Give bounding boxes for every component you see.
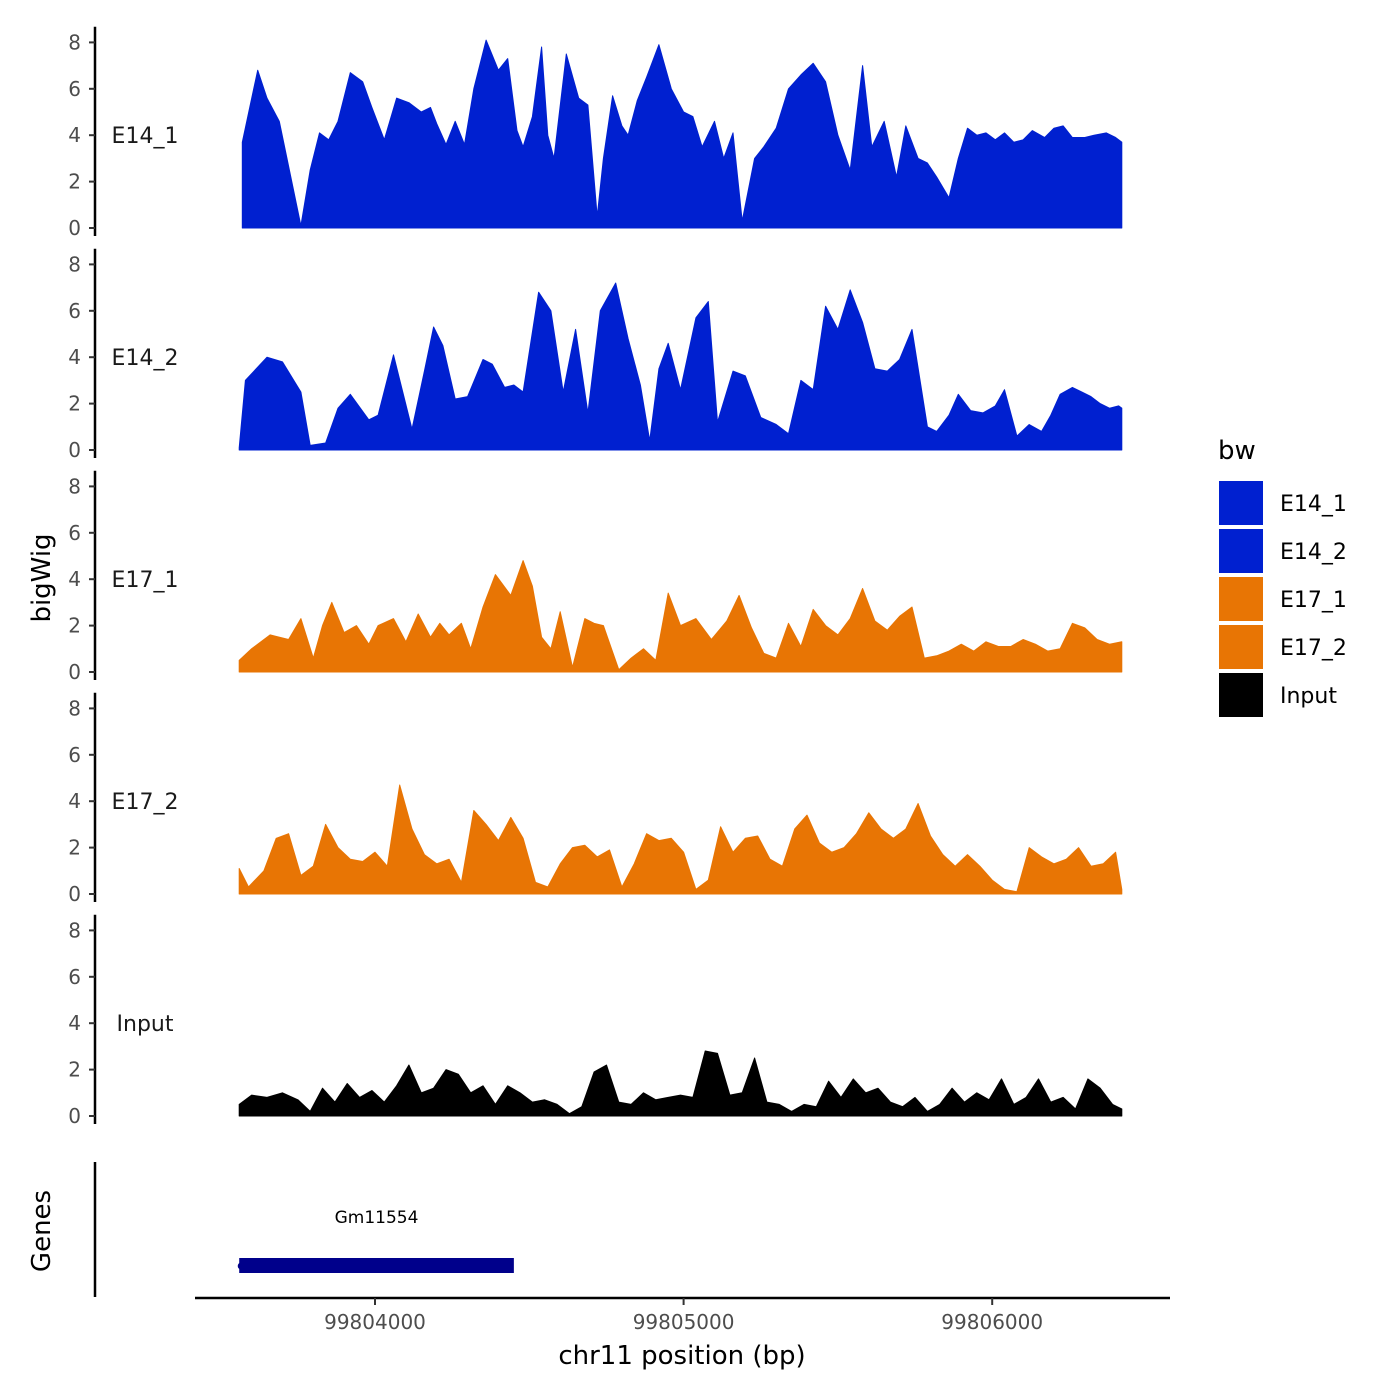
y-tick-label: 4 bbox=[68, 345, 81, 369]
area-e14-1 bbox=[241, 39, 1123, 229]
y-tick-label: 0 bbox=[68, 438, 81, 462]
y-tick-label: 6 bbox=[68, 521, 81, 545]
y-tick-label: 8 bbox=[68, 252, 81, 276]
genes-panel: Genes bbox=[27, 1162, 97, 1297]
y-tick-label: 8 bbox=[68, 696, 81, 720]
x-tick-label: 99806000 bbox=[941, 1310, 1043, 1334]
y-tick-label: 0 bbox=[68, 216, 81, 240]
track-e17-1: 0 2 4 6 8 E17_1 bbox=[68, 470, 1123, 684]
genes-layer: Gm11554 bbox=[237, 1208, 514, 1273]
area-e17-2 bbox=[238, 784, 1123, 895]
y-tick-label: 0 bbox=[68, 882, 81, 906]
track-label-e17-1: E17_1 bbox=[112, 568, 179, 593]
legend-label-e14-1: E14_1 bbox=[1280, 492, 1347, 517]
legend-label-e17-1: E17_1 bbox=[1280, 588, 1347, 613]
y-tick-label: 4 bbox=[68, 1011, 81, 1035]
tracks-layer: 0 2 4 6 8 E14_1 0 2 4 6 8 E14_2 0 2 4 6 8 E17_1 0 2 4 6 8 E17_2… bbox=[68, 26, 1123, 1128]
track-label-e17-2: E17_2 bbox=[112, 790, 179, 815]
x-axis-title: chr11 position (bp) bbox=[558, 1341, 805, 1371]
y-tick-label: 4 bbox=[68, 789, 81, 813]
y-tick-label: 8 bbox=[68, 474, 81, 498]
track-e14-2: 0 2 4 6 8 E14_2 bbox=[68, 248, 1123, 462]
y-tick-label: 2 bbox=[68, 836, 81, 860]
track-e14-1: 0 2 4 6 8 E14_1 bbox=[68, 26, 1123, 240]
area-input bbox=[238, 1050, 1123, 1117]
legend-swatch-e17-2 bbox=[1217, 623, 1265, 671]
genes-axis-title: Genes bbox=[27, 1190, 57, 1272]
legend-label-e17-2: E17_2 bbox=[1280, 636, 1347, 661]
y-tick-label: 2 bbox=[68, 614, 81, 638]
area-e17-1 bbox=[238, 560, 1123, 673]
y-tick-label: 8 bbox=[68, 30, 81, 54]
track-label-e14-1: E14_1 bbox=[112, 124, 179, 149]
gene-label-gm11554: Gm11554 bbox=[335, 1208, 419, 1228]
gene-strand-marker bbox=[237, 1262, 245, 1270]
y-tick-label: 6 bbox=[68, 299, 81, 323]
legend-title: bw bbox=[1218, 436, 1256, 466]
legend-swatch-e17-1 bbox=[1217, 575, 1265, 623]
legend-label-input: Input bbox=[1280, 684, 1337, 709]
track-e17-2: 0 2 4 6 8 E17_2 bbox=[68, 692, 1123, 906]
track-label-input: Input bbox=[117, 1012, 174, 1037]
y-tick-label: 2 bbox=[68, 170, 81, 194]
y-tick-label: 4 bbox=[68, 567, 81, 591]
y-tick-label: 2 bbox=[68, 1058, 81, 1082]
area-e14-2 bbox=[238, 282, 1123, 451]
x-tick-label: 99804000 bbox=[324, 1310, 426, 1334]
y-tick-label: 6 bbox=[68, 743, 81, 767]
y-tick-label: 4 bbox=[68, 123, 81, 147]
gene-body-gm11554 bbox=[239, 1258, 514, 1273]
y-tick-label: 0 bbox=[68, 660, 81, 684]
y-tick-label: 8 bbox=[68, 918, 81, 942]
y-tick-label: 2 bbox=[68, 392, 81, 416]
legend-swatch-input bbox=[1217, 671, 1265, 719]
track-input: 0 2 4 6 8 Input bbox=[68, 914, 1123, 1128]
y-axis-title: bigWig bbox=[27, 533, 57, 622]
y-tick-label: 6 bbox=[68, 965, 81, 989]
y-tick-label: 6 bbox=[68, 77, 81, 101]
legend: bw E14_1 E14_2 E17_1 E17_2 Input bbox=[1217, 436, 1347, 719]
track-label-e14-2: E14_2 bbox=[112, 346, 179, 371]
legend-swatch-e14-2 bbox=[1217, 527, 1265, 575]
legend-swatch-e14-1 bbox=[1217, 479, 1265, 527]
legend-label-e14-2: E14_2 bbox=[1280, 540, 1347, 565]
y-tick-label: 0 bbox=[68, 1104, 81, 1128]
x-tick-label: 99805000 bbox=[633, 1310, 735, 1334]
x-axis: 99804000 99805000 99806000 bbox=[195, 1296, 1170, 1334]
